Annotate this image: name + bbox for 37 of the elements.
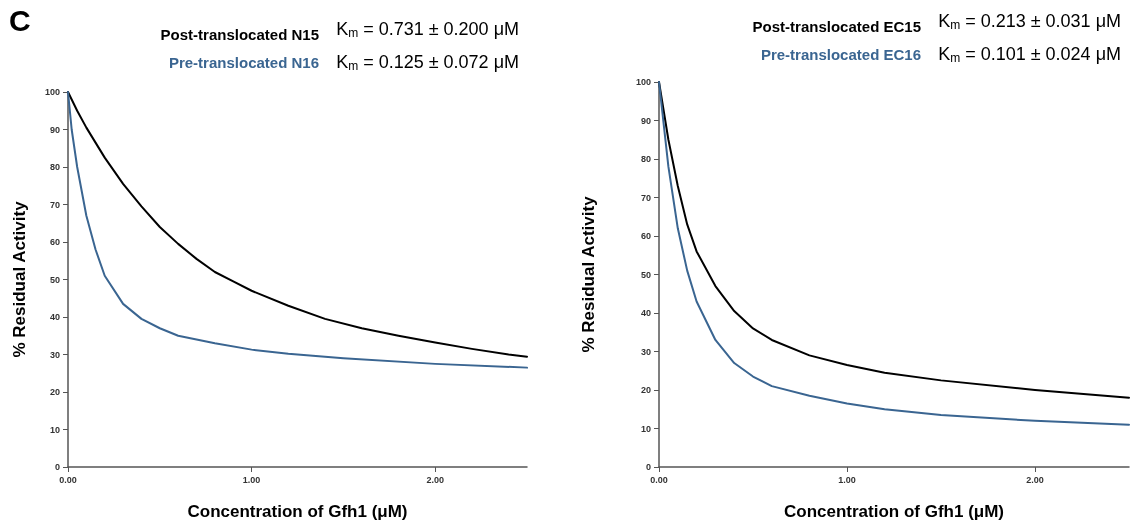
chart-title: C: [9, 3, 31, 37]
y-tick-label: 20: [49, 387, 60, 397]
x-tick-label: 0.00: [650, 474, 668, 485]
y-tick-label: 40: [640, 308, 651, 318]
y-tick-label: 50: [640, 269, 651, 280]
y-tick-label: 80: [49, 162, 60, 172]
x-tick-label: 1.00: [838, 474, 856, 485]
y-tick-label: 70: [49, 199, 60, 210]
y-tick-label: 0: [645, 462, 651, 472]
y-tick-label: 0: [54, 462, 60, 472]
text: Post-translocated EC15: [752, 18, 921, 35]
y-tick-label: 30: [640, 346, 651, 357]
y-tick-label: 10: [640, 423, 651, 434]
y-tick-label: 40: [49, 312, 60, 322]
y-tick-label: 70: [640, 192, 651, 203]
y-tick-label: 20: [640, 385, 651, 395]
y-tick-label: 90: [640, 115, 651, 126]
y-tick-label: 80: [640, 154, 651, 164]
y-tick-label: 30: [49, 349, 60, 360]
y-tick-label: 60: [640, 231, 651, 241]
x-tick-label: 1.00: [242, 474, 261, 485]
x-tick-label: 2.00: [426, 474, 444, 485]
y-axis-title: % Residual Activity: [10, 200, 29, 358]
x-axis-title: Concentration of Gfh1 (μM): [187, 502, 408, 521]
x-axis-title: Concentration of Gfh1 (μM): [783, 502, 1005, 521]
text: Pre-translocated N16: [168, 54, 319, 71]
y-axis-title: % Residual Activity: [579, 195, 598, 353]
x-tick-label: 2.00: [1026, 474, 1044, 485]
y-tick-label: 50: [49, 274, 60, 285]
y-tick-label: 100: [635, 77, 651, 87]
y-tick-label: 60: [49, 237, 60, 247]
y-tick-label: 100: [44, 87, 60, 97]
text: Pre-translocated EC16: [760, 46, 921, 63]
y-tick-label: 90: [49, 124, 60, 135]
x-tick-label: 0.00: [59, 474, 77, 485]
y-tick-label: 10: [49, 424, 60, 435]
text: Post-translocated N15: [160, 26, 319, 43]
